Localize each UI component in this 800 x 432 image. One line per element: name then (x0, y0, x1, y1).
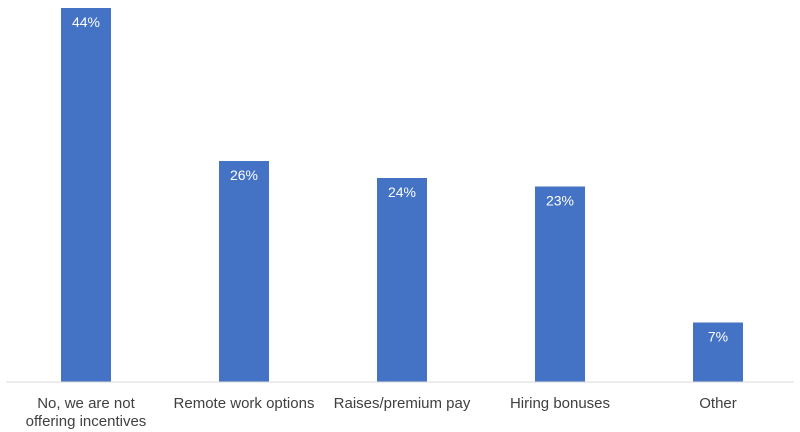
data-label-2: 24% (388, 184, 416, 200)
category-label-line: Hiring bonuses (510, 395, 610, 412)
bar-0 (61, 8, 111, 382)
bar-2 (377, 178, 427, 382)
data-label-1: 26% (230, 167, 258, 183)
data-label-3: 23% (546, 193, 574, 209)
bars-layer (61, 8, 743, 382)
bar-4 (693, 322, 743, 382)
data-label-4: 7% (708, 329, 728, 345)
category-label-2: Raises/premium pay (334, 395, 471, 412)
category-label-4: Other (699, 395, 737, 412)
category-label-3: Hiring bonuses (510, 395, 610, 412)
category-label-line: Other (699, 395, 737, 412)
labels-layer: 44% No, we are not offering incentives 26% R… (26, 14, 737, 430)
category-label-0: No, we are not offering incentives (26, 395, 147, 430)
category-label-line: Remote work options (174, 395, 315, 412)
category-label-line: offering incentives (26, 413, 147, 430)
category-label-1: Remote work options (174, 395, 315, 412)
bar-3 (535, 186, 585, 382)
bar-1 (219, 161, 269, 382)
category-label-line: No, we are not (37, 395, 135, 412)
category-label-line: Raises/premium pay (334, 395, 471, 412)
data-label-0: 44% (72, 14, 100, 30)
